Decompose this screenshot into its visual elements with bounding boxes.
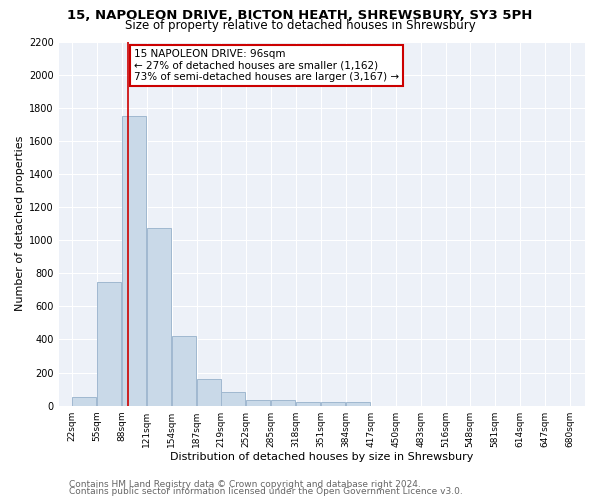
Bar: [296, 402, 320, 406]
Bar: [221, 392, 245, 406]
Text: 15 NAPOLEON DRIVE: 96sqm
← 27% of detached houses are smaller (1,162)
73% of sem: 15 NAPOLEON DRIVE: 96sqm ← 27% of detach…: [134, 49, 399, 82]
Y-axis label: Number of detached properties: Number of detached properties: [15, 136, 25, 312]
Bar: [147, 228, 171, 406]
Bar: [97, 282, 121, 406]
Bar: [197, 379, 221, 406]
Text: 15, NAPOLEON DRIVE, BICTON HEATH, SHREWSBURY, SY3 5PH: 15, NAPOLEON DRIVE, BICTON HEATH, SHREWS…: [67, 9, 533, 22]
Bar: [122, 116, 146, 406]
X-axis label: Distribution of detached houses by size in Shrewsbury: Distribution of detached houses by size …: [170, 452, 473, 462]
Bar: [246, 400, 271, 406]
Text: Contains public sector information licensed under the Open Government Licence v3: Contains public sector information licen…: [69, 487, 463, 496]
Text: Contains HM Land Registry data © Crown copyright and database right 2024.: Contains HM Land Registry data © Crown c…: [69, 480, 421, 489]
Bar: [321, 402, 346, 406]
Text: Size of property relative to detached houses in Shrewsbury: Size of property relative to detached ho…: [125, 18, 475, 32]
Bar: [271, 400, 295, 406]
Bar: [346, 402, 370, 406]
Bar: [172, 336, 196, 406]
Bar: [72, 398, 97, 406]
